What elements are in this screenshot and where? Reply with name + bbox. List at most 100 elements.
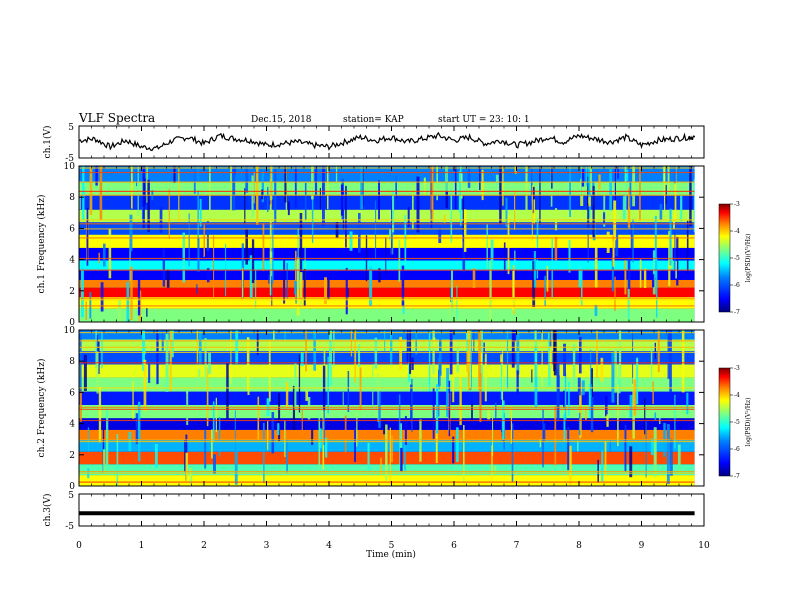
spectral-streak	[271, 412, 275, 454]
spectral-streak	[246, 337, 249, 391]
spectral-streak	[462, 196, 465, 242]
spectral-streak	[300, 352, 304, 367]
spectral-streak	[402, 302, 405, 315]
spectral-line	[79, 228, 695, 230]
spectral-streak	[629, 166, 632, 207]
spectral-streak	[541, 330, 543, 387]
spectral-streak	[617, 384, 619, 446]
ch1-colorbar: -3 -4 -5 -6 -7 log(PSD)(V²/Hz)	[718, 201, 752, 316]
colorbar-tick-label: -4	[734, 228, 740, 235]
spectral-band	[79, 209, 695, 223]
spectral-streak	[625, 170, 629, 181]
spectral-streak	[304, 182, 307, 221]
spectral-streak	[103, 449, 106, 475]
spectrogram-ytick-label: 8	[69, 357, 75, 367]
spectral-streak	[277, 423, 280, 436]
spectral-streak	[185, 452, 188, 483]
spectral-streak	[327, 279, 330, 300]
spectral-streak	[514, 166, 517, 174]
spectral-streak	[232, 166, 236, 211]
spectral-streak	[543, 423, 546, 441]
spectrogram-ytick-label: 6	[69, 224, 75, 234]
spectral-streak	[400, 447, 403, 472]
ch1-spectrogram-panel: ch.1 Frequency (kHz) 0 2 4 6 8 10	[36, 162, 705, 328]
spectral-streak	[322, 166, 325, 226]
spectral-line	[79, 305, 695, 307]
spectral-streak	[144, 345, 146, 355]
spectral-streak	[118, 300, 122, 320]
spectral-streak	[669, 208, 672, 266]
spectral-streak	[605, 395, 608, 417]
spectral-streak	[234, 410, 236, 454]
spectral-streak	[297, 228, 299, 290]
spectral-streak	[614, 276, 616, 311]
spectral-streak	[284, 166, 287, 203]
spectral-streak	[389, 427, 391, 485]
spectral-streak	[407, 207, 410, 227]
spectral-streak	[136, 166, 138, 187]
spectral-streak	[294, 363, 297, 410]
x-tick-label: 9	[639, 541, 645, 551]
spectral-line	[79, 408, 695, 410]
spectral-streak	[451, 270, 453, 310]
spectral-streak	[585, 405, 587, 420]
ch2-spectrogram-panel: ch.2 Frequency (kHz) 0 2 4 6 8 10	[36, 326, 705, 492]
spectral-streak	[546, 265, 549, 292]
spectral-streak	[215, 397, 217, 433]
spectral-streak	[347, 288, 349, 298]
spectral-line	[79, 419, 695, 422]
spectral-streak	[169, 330, 172, 392]
spectral-nodata	[694, 330, 704, 486]
spectral-streak	[350, 330, 353, 357]
spectral-streak	[377, 373, 379, 422]
spectral-streak	[261, 171, 264, 203]
spectral-streak	[82, 166, 85, 221]
spectral-streak	[459, 376, 462, 426]
spectral-streak	[245, 229, 248, 265]
spectral-streak	[539, 438, 541, 448]
spectral-line	[79, 167, 695, 169]
spectral-streak	[644, 398, 646, 435]
ch1-colorbar-gradient	[718, 203, 731, 313]
spectral-streak	[198, 369, 201, 391]
spectral-streak	[253, 171, 255, 204]
spectral-streak	[301, 410, 303, 436]
spectral-streak	[577, 440, 579, 452]
spectral-streak	[448, 380, 451, 437]
spectral-streak	[354, 330, 357, 383]
colorbar-tick-label: -3	[734, 201, 740, 208]
spectral-streak	[137, 278, 141, 316]
spectral-streak	[399, 336, 402, 370]
spectral-streak	[611, 352, 615, 403]
spectral-streak	[530, 166, 533, 205]
spectral-streak	[262, 223, 265, 271]
header-start-time: start UT = 23: 10: 1	[438, 115, 530, 125]
spectral-streak	[656, 257, 658, 318]
spectral-streak	[506, 330, 509, 389]
spectral-band	[79, 270, 695, 280]
spectral-streak	[147, 179, 150, 233]
spectral-streak	[101, 332, 103, 369]
spectral-streak	[596, 330, 598, 378]
spectral-streak	[478, 330, 481, 390]
spectral-band	[79, 297, 695, 309]
spectral-streak	[463, 425, 465, 484]
spectrogram-ytick-label: 10	[64, 326, 76, 336]
spectral-streak	[450, 188, 453, 243]
ch1-ytick-top: 5	[68, 123, 74, 133]
spectral-streak	[283, 260, 286, 304]
spectral-streak	[630, 224, 633, 250]
spectral-streak	[445, 166, 448, 192]
spectral-streak	[256, 330, 259, 356]
spectral-streak	[378, 180, 380, 220]
spectral-streak	[554, 236, 558, 261]
header-station: station= KAP	[343, 115, 404, 125]
spectral-streak	[484, 353, 487, 402]
spectral-streak	[469, 330, 471, 388]
spectral-streak	[473, 330, 475, 357]
spectral-streak	[319, 188, 321, 210]
spectral-streak	[609, 168, 612, 211]
spectral-streak	[639, 166, 641, 221]
spectrogram-ytick-label: 10	[64, 162, 76, 172]
